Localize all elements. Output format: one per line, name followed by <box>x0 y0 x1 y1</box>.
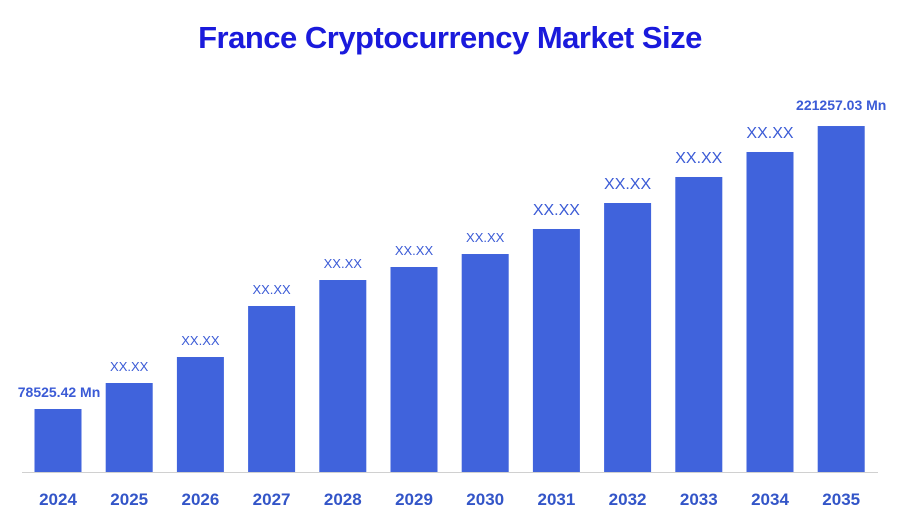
data-label: XX.XX <box>466 230 505 245</box>
x-tick-label: 2029 <box>395 490 433 509</box>
bar <box>604 203 652 472</box>
data-label: 221257.03 Mn <box>796 97 886 113</box>
x-tick-label: 2035 <box>822 490 860 509</box>
x-tick-label: 2028 <box>324 490 362 509</box>
data-label: XX.XX <box>110 359 149 374</box>
x-tick-label: 2030 <box>466 490 504 509</box>
bar <box>248 305 296 472</box>
bar <box>319 280 367 472</box>
x-tick-label: 2033 <box>680 490 718 509</box>
bar <box>675 176 723 472</box>
bar <box>34 408 82 472</box>
chart-title: France Cryptocurrency Market Size <box>198 20 702 55</box>
bar <box>746 151 794 472</box>
x-tick-label: 2031 <box>537 490 575 509</box>
data-label: XX.XX <box>252 282 291 297</box>
bar <box>461 254 509 472</box>
bar <box>390 267 438 472</box>
x-tick-label: 2026 <box>181 490 219 509</box>
data-label: XX.XX <box>324 256 363 271</box>
bar <box>817 126 865 473</box>
data-label: 78525.42 Mn <box>18 384 101 400</box>
data-label: XX.XX <box>746 125 793 142</box>
bar <box>176 357 224 472</box>
bar <box>532 228 580 472</box>
x-tick-label: 2032 <box>609 490 647 509</box>
data-label: XX.XX <box>675 150 722 167</box>
data-label: XX.XX <box>604 176 651 193</box>
x-tick-label: 2025 <box>110 490 148 509</box>
x-tick-label: 2027 <box>253 490 291 509</box>
bar <box>105 382 153 472</box>
data-label: XX.XX <box>181 333 220 348</box>
data-label: XX.XX <box>533 202 580 219</box>
data-label: XX.XX <box>395 243 434 258</box>
x-tick-label: 2024 <box>39 490 77 509</box>
x-tick-label: 2034 <box>751 490 789 509</box>
